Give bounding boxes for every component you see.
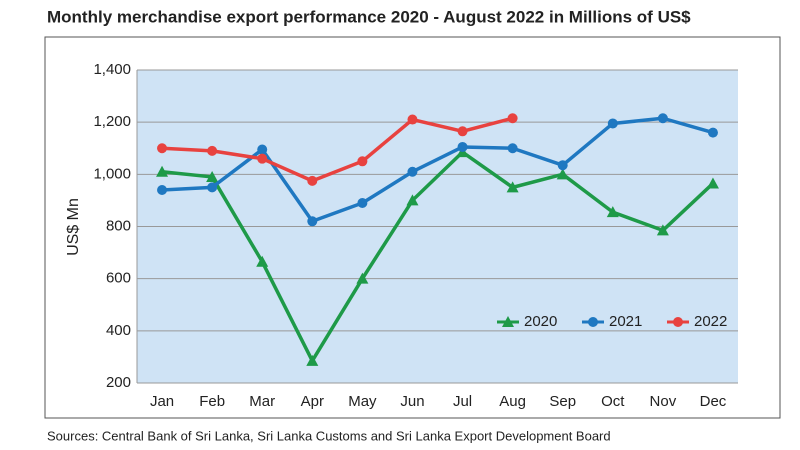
- marker: [557, 160, 568, 171]
- marker: [157, 184, 168, 195]
- marker: [457, 141, 468, 152]
- marker: [507, 143, 518, 154]
- marker: [657, 113, 668, 124]
- x-tick-label: Sep: [549, 393, 576, 410]
- marker: [606, 206, 619, 218]
- marker: [307, 216, 318, 227]
- source-note: Sources: Central Bank of Sri Lanka, Sri …: [47, 428, 611, 443]
- marker: [207, 182, 218, 193]
- y-tick-label: 400: [106, 322, 131, 339]
- legend-label: 2021: [609, 313, 642, 330]
- x-tick-label: Aug: [499, 393, 526, 410]
- marker: [502, 316, 514, 327]
- marker: [206, 170, 219, 182]
- marker: [507, 113, 518, 124]
- marker: [588, 317, 598, 327]
- legend-label: 2022: [694, 313, 727, 330]
- legend-label: 2020: [524, 313, 557, 330]
- marker: [307, 175, 318, 186]
- marker: [673, 317, 683, 327]
- marker: [257, 153, 268, 164]
- marker: [457, 126, 468, 137]
- x-tick-label: Oct: [601, 393, 625, 410]
- marker: [706, 177, 719, 189]
- x-tick-label: Nov: [650, 393, 677, 410]
- x-tick-label: Jul: [453, 393, 472, 410]
- x-tick-label: Dec: [700, 393, 727, 410]
- x-tick-label: May: [348, 393, 377, 410]
- y-tick-label: 1,000: [93, 165, 131, 182]
- marker: [357, 156, 368, 167]
- marker: [656, 224, 669, 236]
- x-tick-label: Jan: [150, 393, 174, 410]
- series-line: [161, 150, 715, 363]
- marker: [506, 181, 519, 193]
- y-tick-label: 1,400: [93, 61, 131, 78]
- marker: [306, 354, 319, 366]
- marker: [207, 145, 218, 156]
- x-tick-label: Mar: [249, 393, 275, 410]
- x-tick-label: Feb: [199, 393, 225, 410]
- chart-frame: [44, 36, 781, 419]
- marker: [157, 143, 168, 154]
- marker: [256, 255, 269, 267]
- marker: [607, 118, 618, 129]
- series-line: [161, 116, 514, 183]
- x-tick-label: Apr: [301, 393, 324, 410]
- marker: [707, 127, 718, 138]
- marker: [357, 198, 368, 209]
- y-tick-label: 1,200: [93, 113, 131, 130]
- marker: [407, 114, 418, 125]
- marker: [407, 166, 418, 177]
- marker: [556, 168, 569, 180]
- x-tick-label: Jun: [400, 393, 424, 410]
- marker: [156, 165, 169, 177]
- marker: [257, 144, 268, 155]
- chart-title: Monthly merchandise export performance 2…: [47, 7, 691, 26]
- y-tick-label: 200: [106, 374, 131, 391]
- marker: [406, 194, 419, 206]
- y-tick-label: 800: [106, 217, 131, 234]
- y-axis-label: US$ Mn: [65, 198, 82, 256]
- y-tick-label: 600: [106, 270, 131, 287]
- marker: [356, 272, 369, 284]
